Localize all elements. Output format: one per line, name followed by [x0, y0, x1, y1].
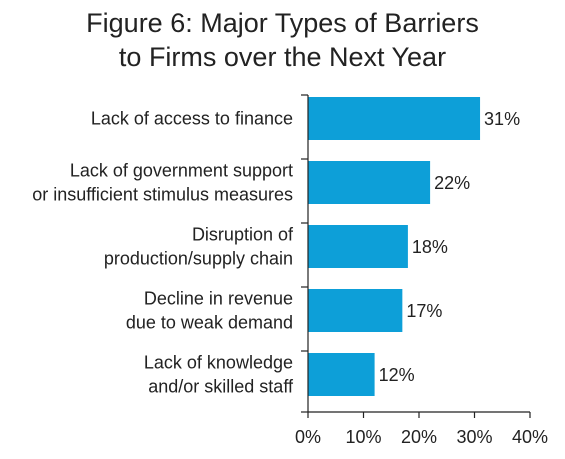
x-tick-label-0: 0%	[295, 427, 321, 447]
x-tick-label-2: 20%	[401, 427, 437, 447]
category-label-3-0: Decline in revenue	[144, 289, 293, 309]
value-label-1: 22%	[434, 173, 470, 193]
category-label-2-1: production/supply chain	[104, 249, 293, 269]
category-label-3-1: due to weak demand	[126, 313, 293, 333]
bar-4	[308, 353, 375, 396]
x-tick-label-4: 40%	[512, 427, 548, 447]
category-label-1-1: or insufficient stimulus measures	[32, 185, 293, 205]
value-label-2: 18%	[412, 237, 448, 257]
category-label-4-0: Lack of knowledge	[144, 353, 293, 373]
value-label-0: 31%	[484, 109, 520, 129]
chart-title-line-2: to Firms over the Next Year	[118, 42, 447, 72]
bar-3	[308, 289, 403, 332]
bar-1	[308, 161, 431, 204]
category-label-4-1: and/or skilled staff	[148, 377, 294, 397]
chart-title-line-1: Figure 6: Major Types of Barriers	[86, 8, 479, 38]
value-label-4: 12%	[379, 365, 415, 385]
category-label-0-0: Lack of access to finance	[91, 109, 293, 129]
category-label-2-0: Disruption of	[192, 225, 294, 245]
bar-0	[308, 97, 481, 140]
chart-title: Figure 6: Major Types of Barriers to Fir…	[0, 6, 565, 74]
value-label-3: 17%	[406, 301, 442, 321]
x-tick-label-3: 30%	[456, 427, 492, 447]
x-tick-label-1: 10%	[345, 427, 381, 447]
category-label-1-0: Lack of government support	[70, 161, 293, 181]
bar-2	[308, 225, 408, 268]
